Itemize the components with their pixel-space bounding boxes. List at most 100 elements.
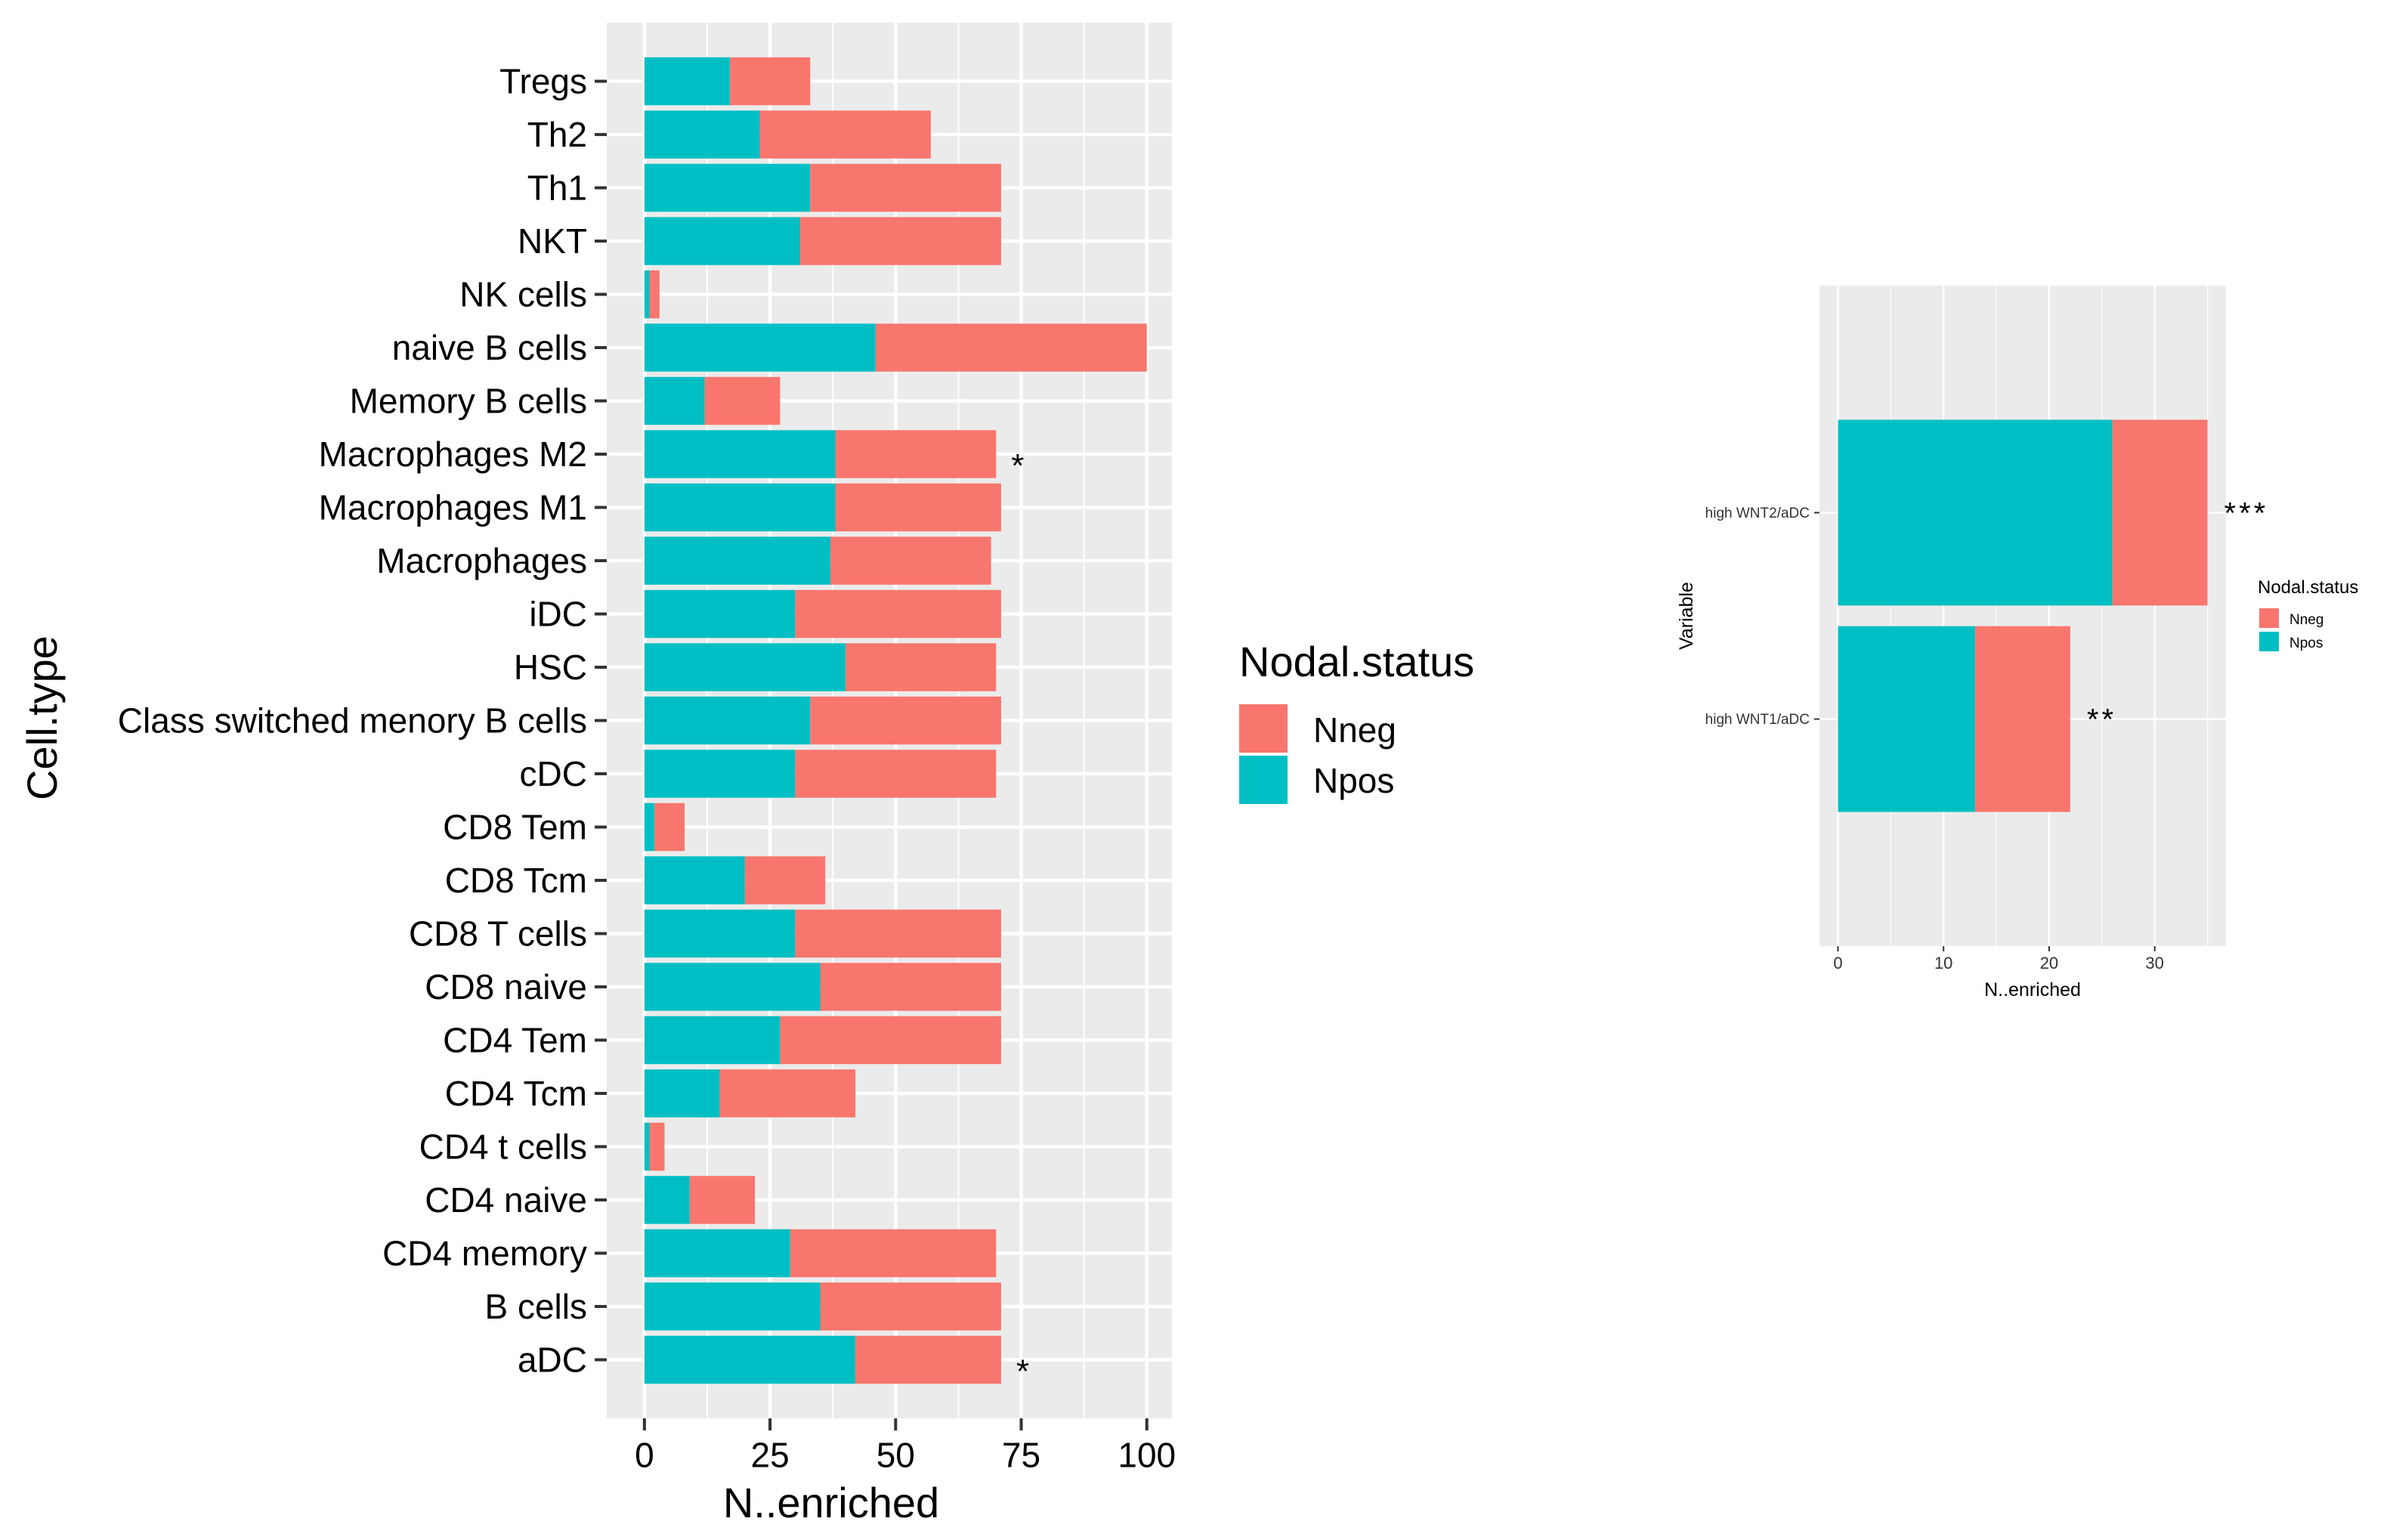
y-tick-label-cd4-tcm: CD4 Tcm: [445, 1074, 587, 1113]
x-tick-label-100: 100: [1118, 1435, 1176, 1474]
bar-npos-b-cells: [644, 1282, 821, 1331]
x-tick-label-25: 25: [751, 1435, 790, 1474]
bar-nneg-cd8-t-cells: [795, 909, 1001, 958]
x-tick-label-0: 0: [635, 1435, 654, 1474]
bar-nneg-memory-b-cells: [704, 376, 781, 425]
y-tick-label-tregs: Tregs: [499, 62, 587, 101]
wnt-y-axis-label: Variable: [1676, 582, 1697, 650]
cell-type-x-ticks: 0 25 50 75 100: [635, 1418, 1176, 1474]
bar-nneg-high-wnt2-adc: [2112, 419, 2208, 606]
y-tick-label-macrophages-m1: Macrophages M1: [319, 488, 587, 527]
bar-npos-cd4-t-cells: [644, 1122, 650, 1171]
bar-npos-th1: [644, 163, 811, 212]
x-tick-label-10: 10: [1934, 954, 1952, 973]
bar-nneg-nk-cells: [649, 270, 660, 319]
wnt-legend: Nodal.status Nneg Npos: [2258, 577, 2358, 651]
bar-npos-nkt: [644, 217, 800, 265]
x-tick-label-30: 30: [2145, 954, 2163, 973]
y-tick-label-cd4-naive: CD4 naive: [425, 1180, 587, 1220]
wnt-x-ticks: 0 10 20 30: [1833, 946, 2164, 973]
bar-nneg-cd8-naive: [820, 963, 1001, 1011]
legend-key-nneg: [2259, 608, 2279, 628]
y-tick-label-nkt: NKT: [518, 221, 587, 261]
bar-npos-cd4-memory: [644, 1229, 790, 1278]
bar-npos-cd8-t-cells: [644, 909, 796, 958]
y-tick-label-cd8-naive: CD8 naive: [425, 967, 587, 1007]
bar-npos-macrophages-m1: [644, 483, 836, 532]
y-tick-label-macrophages: Macrophages: [376, 541, 587, 580]
legend-key-npos: [2259, 632, 2279, 651]
legend-label-nneg: Nneg: [2289, 612, 2323, 628]
wnt-annotations: *****: [2087, 496, 2269, 737]
legend-title: Nodal.status: [2258, 577, 2358, 598]
significance-marker-high-wnt2-adc: ***: [2224, 496, 2269, 530]
wnt-x-axis-label: N..enriched: [1984, 979, 2081, 1000]
bar-npos-cd4-tem: [644, 1016, 781, 1065]
bar-nneg-naive-b-cells: [875, 323, 1147, 372]
bar-npos-idc: [644, 589, 796, 639]
bar-nneg-adc: [855, 1335, 1001, 1384]
bar-npos-macrophages-m2: [644, 430, 836, 478]
legend-label-nneg: Nneg: [1313, 710, 1396, 750]
bar-npos-hsc: [644, 643, 846, 691]
bar-npos-cd8-tcm: [644, 856, 745, 905]
y-tick-label-memory-b-cells: Memory B cells: [350, 382, 587, 421]
bar-npos-tregs: [644, 57, 730, 106]
legend-title: Nodal.status: [1239, 638, 1474, 685]
x-tick-label-50: 50: [876, 1435, 915, 1474]
y-tick-label-adc: aDC: [518, 1341, 587, 1380]
bar-nneg-macrophages: [830, 537, 991, 585]
bar-nneg-macrophages-m2: [835, 430, 997, 478]
x-tick-label-0: 0: [1833, 954, 1842, 973]
significance-marker-high-wnt1-adc: **: [2087, 704, 2116, 737]
cell-type-x-axis-label: N..enriched: [723, 1479, 939, 1526]
wnt-plot-panel: [1819, 286, 2226, 946]
bar-npos-macrophages: [644, 537, 830, 585]
bar-nneg-cd4-tem: [780, 1016, 1001, 1065]
y-tick-label-macrophages-m2: Macrophages M2: [319, 434, 587, 474]
y-tick-label-class-switched-menory-b-cells: Class switched menory B cells: [118, 701, 587, 741]
significance-marker-macrophages-m2: *: [1011, 447, 1024, 484]
legend-label-npos: Npos: [1313, 761, 1394, 800]
bar-nneg-cd4-memory: [790, 1229, 997, 1278]
bar-npos-cd4-naive: [644, 1176, 690, 1224]
y-tick-label-th2: Th2: [527, 115, 587, 154]
cell-type-y-ticks: Tregs Th2 Th1 NKT NK cells naive B cells Memor…: [118, 62, 607, 1380]
y-tick-label-cd8-t-cells: CD8 T cells: [409, 914, 587, 954]
bar-nneg-idc: [795, 589, 1001, 639]
bar-nneg-tregs: [729, 57, 811, 106]
significance-marker-adc: *: [1016, 1353, 1029, 1390]
y-tick-label-cd4-t-cells: CD4 t cells: [419, 1127, 587, 1167]
y-tick-label-idc: iDC: [529, 595, 587, 634]
bar-npos-nk-cells: [644, 270, 650, 319]
legend-label-npos: Npos: [2289, 635, 2323, 651]
bar-npos-cd8-naive: [644, 963, 821, 1011]
bar-npos-th2: [644, 110, 760, 159]
bar-npos-cd8-tem: [644, 802, 655, 852]
bar-npos-adc: [644, 1335, 856, 1384]
y-tick-label-cdc: cDC: [520, 754, 587, 793]
bar-npos-naive-b-cells: [644, 323, 876, 372]
cell-type-bars: [644, 57, 1147, 1384]
y-tick-label-high-wnt2-adc: high WNT2/aDC: [1705, 506, 1810, 521]
y-tick-label-cd4-memory: CD4 memory: [382, 1234, 587, 1273]
bar-nneg-cdc: [795, 750, 997, 798]
y-tick-label-hsc: HSC: [514, 648, 587, 687]
bar-npos-cdc: [644, 750, 796, 798]
bar-nneg-hsc: [845, 643, 997, 691]
cell-type-y-axis-label: Cell.type: [18, 635, 66, 800]
bar-npos-class-switched-menory-b-cells: [644, 696, 811, 745]
bar-npos-cd4-tcm: [644, 1069, 720, 1118]
bar-nneg-macrophages-m1: [835, 483, 1001, 532]
bar-nneg-cd8-tem: [654, 802, 685, 852]
bar-npos-high-wnt2-adc: [1838, 419, 2113, 606]
y-tick-label-cd8-tcm: CD8 Tcm: [445, 861, 587, 900]
x-tick-label-75: 75: [1002, 1435, 1040, 1474]
y-tick-label-b-cells: B cells: [485, 1287, 587, 1326]
y-tick-label-cd4-tem: CD4 Tem: [443, 1021, 587, 1060]
bar-nneg-th1: [810, 163, 1001, 212]
y-tick-label-nk-cells: NK cells: [459, 275, 587, 314]
